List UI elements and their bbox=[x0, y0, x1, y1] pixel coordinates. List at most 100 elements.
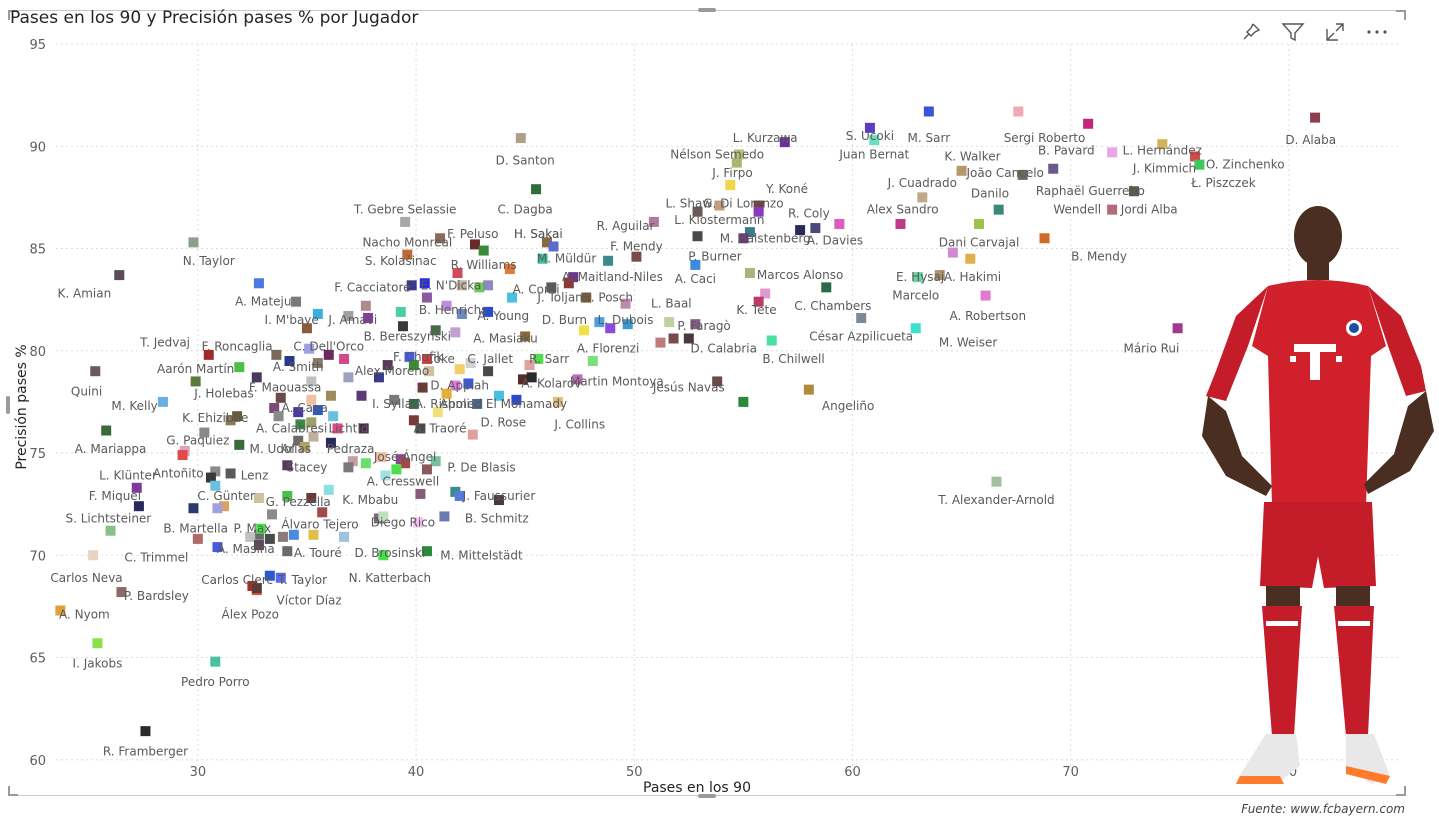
data-point bbox=[358, 423, 369, 434]
y-tick-label: 90 bbox=[29, 140, 46, 155]
data-point bbox=[424, 366, 435, 377]
data-label: Dani Carvajal bbox=[939, 235, 1020, 249]
visual-frame[interactable] bbox=[6, 8, 1406, 798]
data-label: K. Ehizibue bbox=[182, 411, 248, 425]
data-point bbox=[299, 441, 310, 452]
data-point bbox=[869, 135, 880, 146]
data-label: A. Rispoli bbox=[415, 397, 470, 411]
resize-handle-bottom-right[interactable] bbox=[1396, 786, 1406, 796]
resize-handle-top-right[interactable] bbox=[1396, 10, 1406, 20]
data-point bbox=[714, 200, 725, 211]
data-label: K. Amian bbox=[58, 286, 112, 300]
data-point bbox=[325, 437, 336, 448]
data-point bbox=[563, 278, 574, 289]
filter-icon[interactable] bbox=[1281, 20, 1305, 44]
data-label: B. Bereszyński bbox=[364, 329, 451, 343]
data-label: T. Jedvaj bbox=[139, 336, 190, 350]
data-label: A. Smith bbox=[273, 360, 324, 374]
y-tick-label: 65 bbox=[29, 652, 46, 667]
data-point bbox=[373, 372, 384, 383]
data-point bbox=[282, 460, 293, 471]
data-label: B. Mendy bbox=[1071, 250, 1127, 264]
data-point bbox=[568, 272, 579, 283]
data-label: R. Coly bbox=[788, 207, 830, 221]
data-point bbox=[304, 343, 315, 354]
data-point bbox=[188, 237, 199, 248]
data-label: T. Gebre Selassie bbox=[353, 203, 457, 217]
data-label: A. Mateju bbox=[235, 295, 291, 309]
data-label: L. Klostermann bbox=[674, 213, 764, 227]
data-label: Stacey bbox=[287, 460, 328, 474]
data-label: M. Müldür bbox=[537, 252, 596, 266]
y-tick-label: 70 bbox=[29, 549, 46, 564]
data-point bbox=[478, 245, 489, 256]
data-point bbox=[408, 415, 419, 426]
data-label: F. Mendy bbox=[610, 239, 663, 253]
data-label: Marcos Alonso bbox=[757, 268, 843, 282]
data-point bbox=[430, 456, 441, 467]
data-point bbox=[92, 638, 103, 649]
data-point bbox=[738, 396, 749, 407]
data-point bbox=[301, 323, 312, 334]
data-point bbox=[225, 415, 236, 426]
data-label: Y. Koné bbox=[765, 182, 808, 196]
data-point bbox=[439, 511, 450, 522]
data-point bbox=[282, 546, 293, 557]
data-point bbox=[380, 470, 391, 481]
data-label: A. Young bbox=[478, 309, 530, 323]
resize-handle-bottom-left[interactable] bbox=[8, 786, 18, 796]
data-point bbox=[271, 349, 282, 360]
data-point bbox=[245, 531, 256, 542]
data-point bbox=[177, 450, 188, 461]
data-point bbox=[288, 529, 299, 540]
data-point bbox=[312, 405, 323, 416]
data-point bbox=[389, 394, 400, 405]
data-point bbox=[291, 296, 302, 307]
data-label: C. Jallet bbox=[467, 352, 513, 366]
data-point bbox=[690, 259, 701, 270]
pin-icon[interactable] bbox=[1239, 20, 1263, 44]
data-label: H. Sakai bbox=[514, 227, 563, 241]
data-point bbox=[526, 372, 537, 383]
data-label: Antoñito bbox=[153, 466, 204, 480]
data-point bbox=[947, 247, 958, 258]
resize-handle-top-left[interactable] bbox=[8, 10, 18, 20]
data-label: Carlos Neva bbox=[50, 571, 122, 585]
data-point bbox=[275, 572, 286, 583]
data-label: C. Chambers bbox=[794, 299, 871, 313]
data-label: S. Ucoki bbox=[846, 129, 894, 143]
data-point bbox=[469, 239, 480, 250]
data-point bbox=[956, 165, 967, 176]
data-point bbox=[306, 493, 317, 504]
data-label: A. Hakimi bbox=[944, 270, 1001, 284]
more-options-icon[interactable] bbox=[1365, 20, 1389, 44]
data-point bbox=[620, 298, 631, 309]
data-point bbox=[452, 268, 463, 279]
data-point bbox=[284, 355, 295, 366]
resize-handle-left[interactable] bbox=[6, 396, 10, 414]
data-label: A. Nyom bbox=[59, 608, 110, 622]
data-label: G. Pezzella bbox=[266, 495, 331, 509]
data-point bbox=[454, 490, 465, 501]
x-tick-label: 40 bbox=[408, 765, 425, 780]
data-label: F. Peluso bbox=[447, 227, 498, 241]
focus-mode-icon[interactable] bbox=[1323, 20, 1347, 44]
data-point bbox=[323, 484, 334, 495]
data-point bbox=[203, 349, 214, 360]
data-label: P. Burner bbox=[688, 250, 742, 264]
data-point bbox=[356, 390, 367, 401]
y-tick-label: 75 bbox=[29, 447, 46, 462]
data-label: B. Henrichs bbox=[419, 303, 488, 317]
data-point bbox=[683, 333, 694, 344]
data-label: Aarón Martín bbox=[157, 362, 234, 376]
data-point bbox=[648, 216, 659, 227]
data-label: T. Alexander-Arnold bbox=[937, 493, 1054, 507]
data-point bbox=[753, 206, 764, 217]
data-point bbox=[419, 278, 430, 289]
data-label: C. Dagba bbox=[498, 203, 553, 217]
data-point bbox=[472, 398, 483, 409]
data-point bbox=[493, 495, 504, 506]
resize-handle-bottom[interactable] bbox=[698, 794, 716, 798]
resize-handle-top[interactable] bbox=[698, 8, 716, 12]
data-label: J. Faussurier bbox=[462, 489, 536, 503]
